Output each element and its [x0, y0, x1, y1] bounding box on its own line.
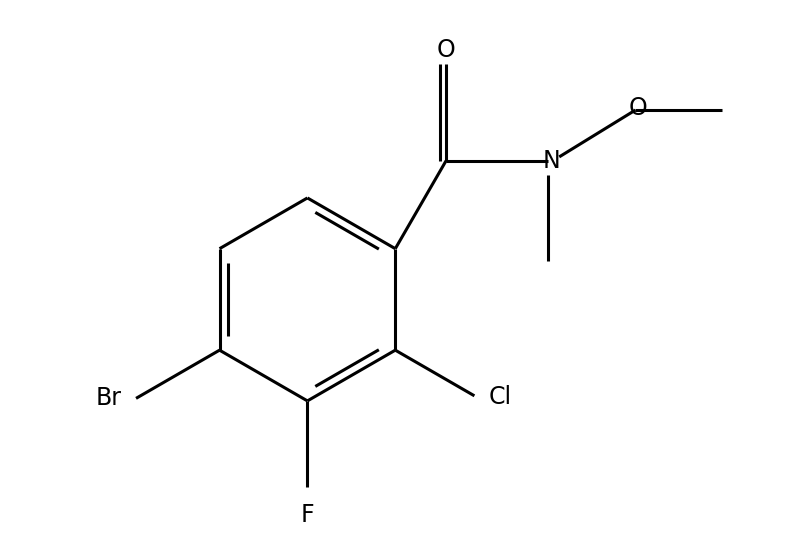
- Text: F: F: [301, 503, 314, 527]
- Text: N: N: [543, 149, 561, 173]
- Text: Br: Br: [96, 386, 122, 410]
- Text: Cl: Cl: [488, 385, 512, 410]
- Text: O: O: [629, 97, 647, 120]
- Text: O: O: [437, 38, 455, 62]
